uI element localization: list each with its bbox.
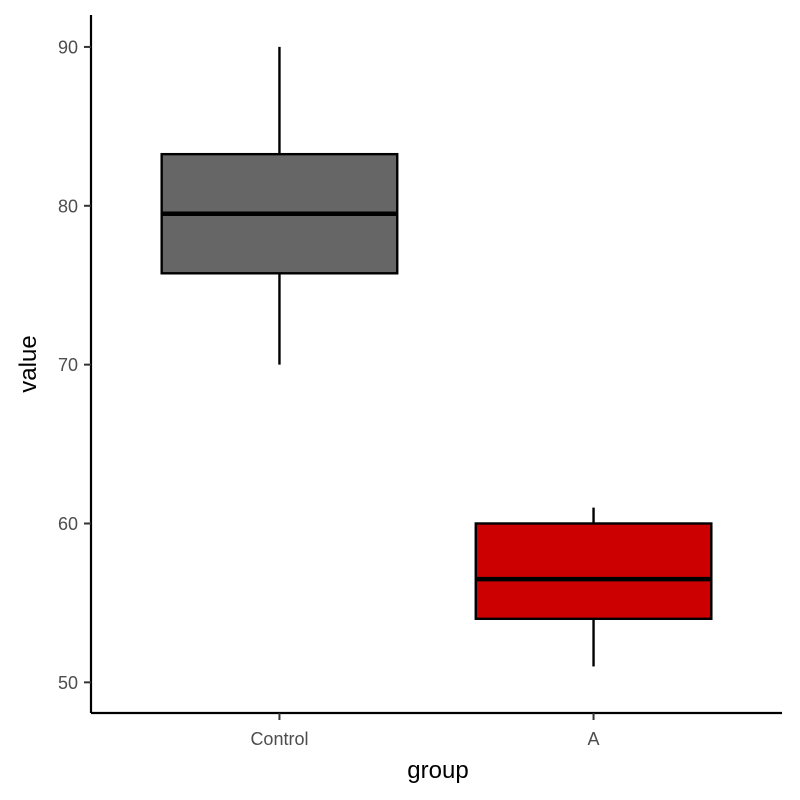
box-control [160,46,399,365]
y-tick-label: 80 [58,196,78,216]
x-tick-label: Control [250,729,308,749]
box-a [474,507,713,667]
plot-area [160,46,713,667]
y-axis-title: value [15,335,42,392]
y-tick-label: 90 [58,37,78,57]
y-tick-label: 70 [58,355,78,375]
y-tick-label: 50 [58,673,78,693]
y-tick-label: 60 [58,514,78,534]
box-body [474,522,713,621]
axes: 50 60 70 80 90 Control A [58,15,782,749]
x-tick-label: A [588,729,600,749]
x-axis-title: group [407,757,468,784]
